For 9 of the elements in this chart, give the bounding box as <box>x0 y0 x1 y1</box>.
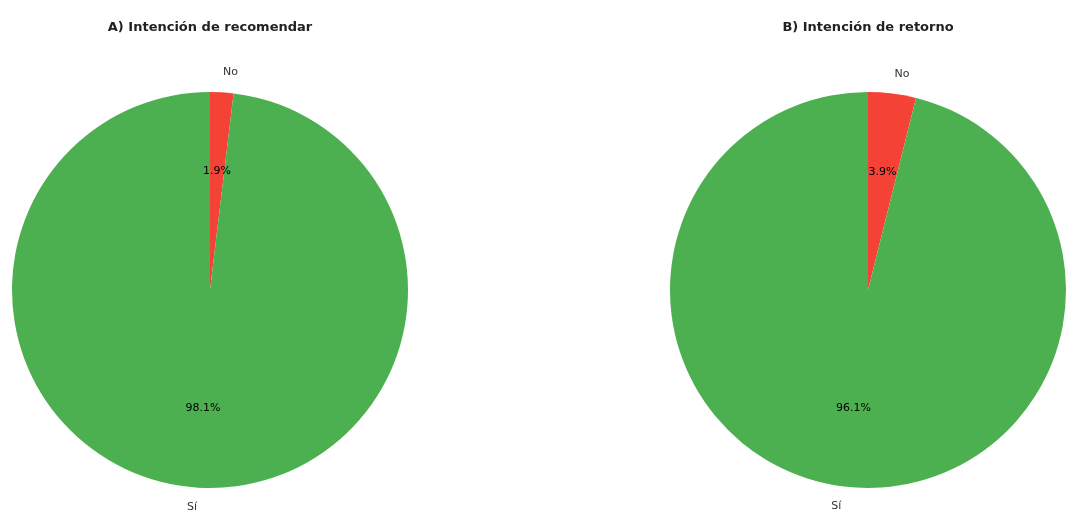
chart-title: B) Intención de retorno <box>782 19 954 35</box>
chart-title: A) Intención de recomendar <box>107 19 313 35</box>
data-label: 3.9% <box>868 164 897 178</box>
data-label: 96.1% <box>836 400 871 414</box>
slice-label: No <box>894 66 910 80</box>
data-label: 98.1% <box>185 401 221 415</box>
slice-label: No <box>222 65 239 79</box>
slice-label: Sí <box>186 500 198 513</box>
slice-label: Sí <box>831 499 843 513</box>
